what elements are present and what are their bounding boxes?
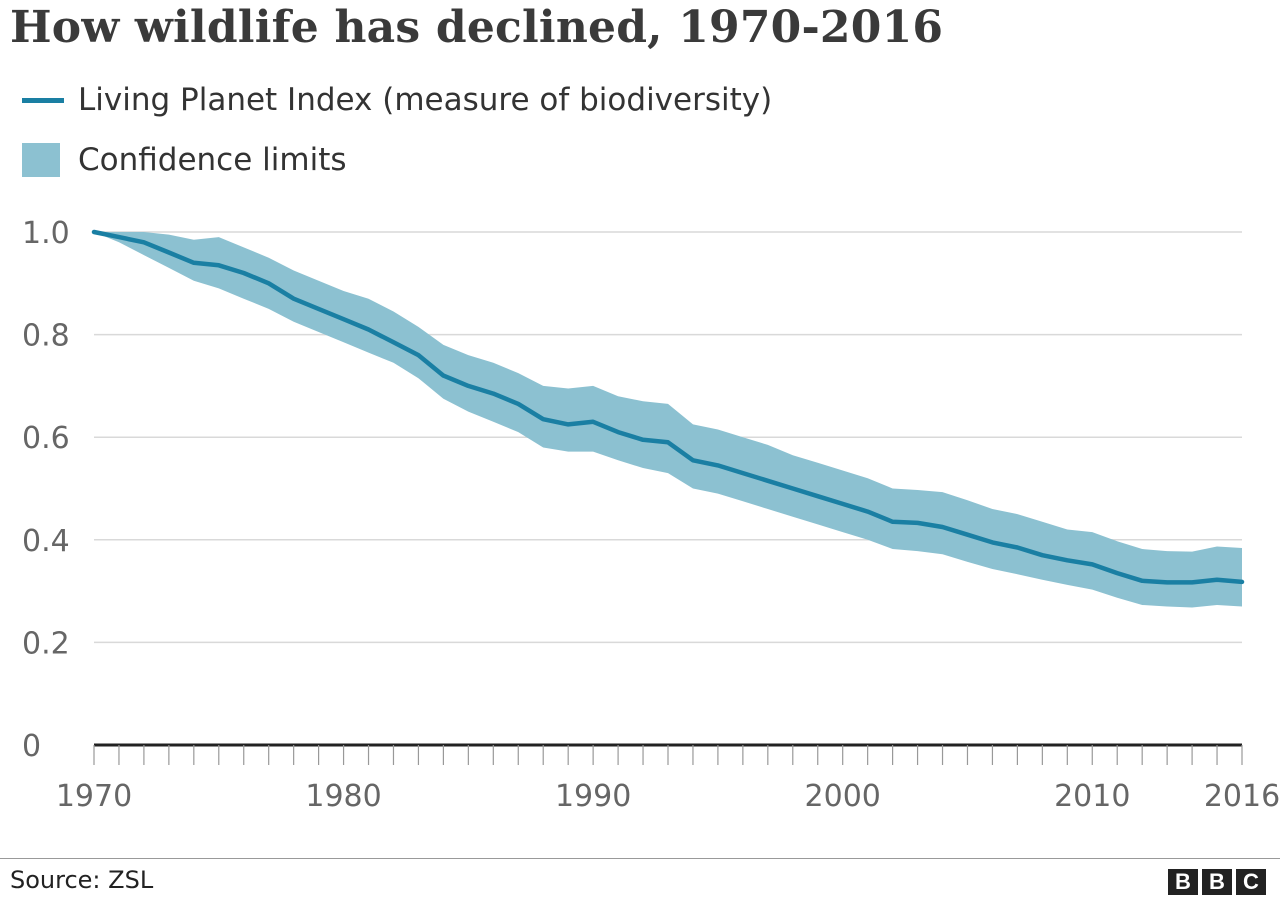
y-tick-labels: 0 0.2 0.4 0.6 0.8 1.0 <box>22 216 70 764</box>
y-tick-label: 0.8 <box>22 319 70 354</box>
x-tick-label: 2000 <box>805 779 881 814</box>
legend-band-swatch <box>22 143 60 177</box>
source-note: Source: ZSL <box>10 866 154 894</box>
x-axis <box>93 743 1243 765</box>
legend-item-line: Living Planet Index (measure of biodiver… <box>22 82 772 118</box>
legend-label-line: Living Planet Index (measure of biodiver… <box>78 82 773 118</box>
chart-title: How wildlife has declined, 1970-2016 <box>10 2 944 53</box>
y-tick-label: 0 <box>22 729 41 764</box>
legend-label-band: Confidence limits <box>78 142 347 178</box>
y-tick-label: 0.2 <box>22 626 70 661</box>
legend-item-band: Confidence limits <box>22 142 347 178</box>
logo-letter: B <box>1202 869 1232 895</box>
logo-letter: B <box>1168 869 1198 895</box>
bbc-logo: B B C <box>1168 869 1266 895</box>
series-line-living-planet-index <box>91 229 1245 585</box>
logo-letter: C <box>1236 869 1266 895</box>
x-tick-label: 1990 <box>555 779 631 814</box>
footer-divider <box>0 858 1280 859</box>
confidence-band-area <box>94 232 1242 608</box>
legend-line-swatch <box>22 97 64 103</box>
index-line <box>91 229 1245 585</box>
x-tick-label: 2016 <box>1204 779 1280 814</box>
x-tick-label: 1970 <box>56 779 132 814</box>
confidence-band <box>94 232 1242 608</box>
x-tick-label: 2010 <box>1054 779 1130 814</box>
x-tick-label: 1980 <box>305 779 381 814</box>
y-tick-label: 1.0 <box>22 216 70 251</box>
x-tick-labels: 1970 1980 1990 2000 2010 2016 <box>56 779 1280 814</box>
y-tick-label: 0.6 <box>22 421 70 456</box>
y-tick-label: 0.4 <box>22 524 70 559</box>
